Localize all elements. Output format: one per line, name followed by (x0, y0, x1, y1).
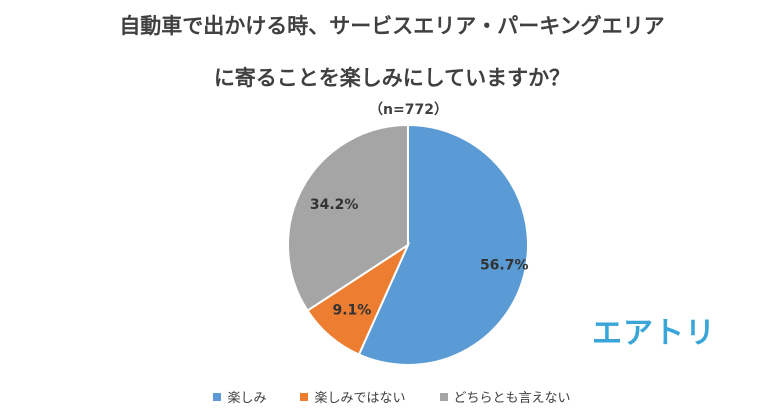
legend-item-not-tanoshimi: 楽しみではない (300, 387, 406, 406)
legend-swatch-neither (439, 392, 448, 401)
data-label-tanoshimi: 56.7% (480, 258, 529, 274)
pie-slice-neither (287, 123, 409, 312)
legend-swatch-tanoshimi (213, 392, 222, 401)
legend-label-tanoshimi: 楽しみ (227, 391, 267, 406)
legend: 楽しみ 楽しみではない どちらとも言えない (0, 387, 784, 406)
legend-swatch-not-tanoshimi (300, 392, 309, 401)
data-label-neither: 34.2% (310, 197, 359, 213)
legend-label-neither: どちらとも言えない (453, 391, 571, 406)
pie-slice-tanoshimi (357, 123, 529, 366)
legend-label-not-tanoshimi: 楽しみではない (314, 391, 406, 406)
data-label-not-tanoshimi: 9.1% (332, 303, 371, 319)
sample-size: （n=772） (369, 102, 448, 118)
chart-title-line-2: に寄ることを楽しみにしていますか？ (213, 66, 571, 90)
legend-item-tanoshimi: 楽しみ (213, 387, 266, 406)
legend-item-neither: どちらとも言えない (439, 387, 571, 406)
brand-logo: エアトリ (592, 316, 716, 351)
chart-title-line-1: 自動車で出かける時、サービスエリア・パーキングエリア (119, 14, 665, 38)
